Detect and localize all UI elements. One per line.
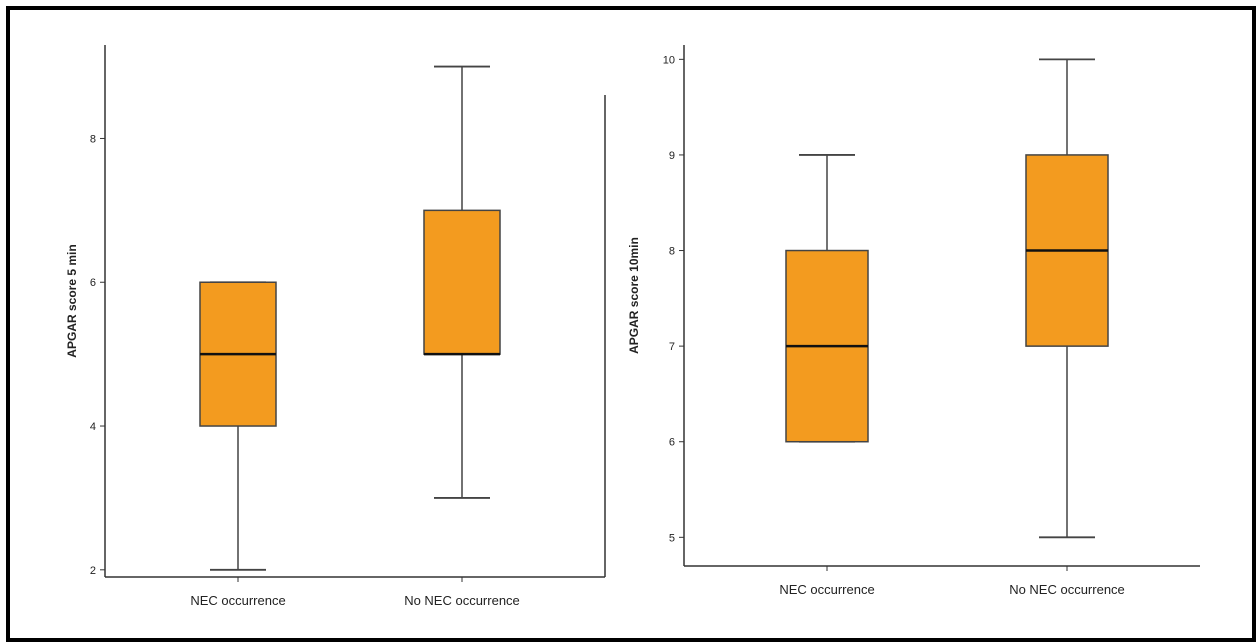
box-2 <box>423 65 501 499</box>
y-tick-label: 8 <box>669 246 675 258</box>
x-tick-label: NEC occurrence <box>190 593 285 608</box>
y-axis-label: APGAR score 10min <box>627 237 641 354</box>
x-tick-label: No NEC occurrence <box>1009 582 1125 597</box>
y-tick-label: 2 <box>90 565 96 577</box>
y-tick-label: 8 <box>90 133 96 145</box>
box-iqr <box>423 209 501 355</box>
y-tick-label: 6 <box>669 437 675 449</box>
box-1 <box>199 281 277 571</box>
box-1 <box>785 154 869 443</box>
y-tick-label: 6 <box>90 277 96 289</box>
y-tick-label: 10 <box>663 54 675 66</box>
y-tick-label: 5 <box>669 532 675 544</box>
y-tick-label: 4 <box>90 421 96 433</box>
y-axis-label: APGAR score 5 min <box>65 244 79 357</box>
y-tick-label: 9 <box>669 150 675 162</box>
box-2 <box>1025 58 1109 539</box>
chart-panel-2: 5 6 7 8 9 10 APGAR score 10min NEC occurrence No… <box>627 45 1200 597</box>
chart-panel-1: 2 4 6 8 APGAR score 5 min NEC occurrence No NE… <box>65 45 606 608</box>
x-tick-label: NEC occurrence <box>779 582 874 597</box>
y-tick-label: 7 <box>669 341 675 353</box>
x-tick-label: No NEC occurrence <box>404 593 520 608</box>
